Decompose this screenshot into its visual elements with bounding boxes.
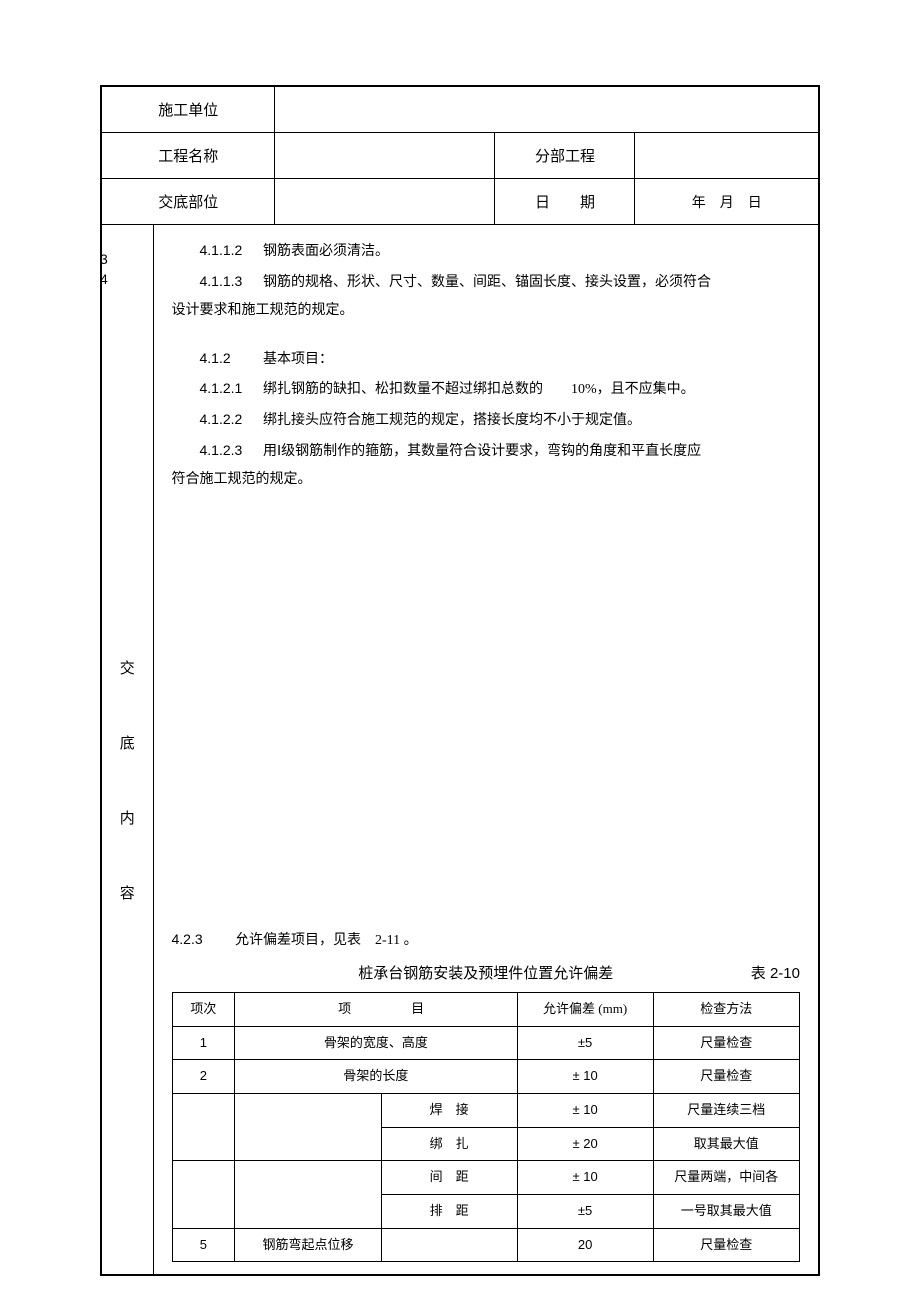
clause-text: 绑扎钢筋的缺扣、松扣数量不超过绑扣总数的 10%，且不应集中。 [263,382,695,397]
th-method: 检查方法 [653,992,799,1026]
cell: 绑 扎 [381,1127,517,1161]
table-row: 间 距 ± 10 尺量两端，中间各 [172,1161,800,1195]
construction-unit-label: 施工单位 [101,86,275,133]
clause-text: 钢筋表面必须清洁。 [263,244,389,259]
construction-unit-value [275,86,819,133]
clause: 设计要求和施工规范的规定。 [172,298,801,325]
cell: 钢筋弯起点位移 [235,1228,381,1262]
clause: 4.1.1.3 钢筋的规格、形状、尺寸、数量、间距、锚固长度、接头设置，必须符合 [172,268,801,297]
cell: ± 10 [517,1093,653,1127]
date-label-right: 期 [580,195,595,211]
cell: 焊 接 [381,1093,517,1127]
cell: 一号取其最大值 [653,1194,799,1228]
cell: 尺量检查 [653,1060,799,1094]
cell: 取其最大值 [653,1127,799,1161]
clause: 4.1.2 基本项目： [172,345,801,374]
clause-text: 钢筋的规格、形状、尺寸、数量、间距、锚固长度、接头设置，必须符合 [263,275,711,290]
cell: 20 [517,1228,653,1262]
clause-text: 绑扎接头应符合施工规范的规定，搭接长度均不小于规定值。 [263,413,641,428]
side-label-2: 底 [110,707,145,782]
cell: ± 10 [517,1060,653,1094]
th-item-a: 项 [235,992,381,1026]
th-item-b: 目 [381,992,517,1026]
table-row: 项次 项 目 允许偏差 (mm) 检查方法 [172,992,800,1026]
main-form-table: 施工单位 工程名称 分部工程 交底部位 日 期 年 月 日 交 底 内 容 4.… [100,85,820,1276]
clause-num: 4.1.2 [200,345,260,372]
date-value: 年 月 日 [635,179,819,225]
table-row: 2 骨架的长度 ± 10 尺量检查 [172,1060,800,1094]
cell: 尺量连续三档 [653,1093,799,1127]
side-label-1: 交 [110,632,145,707]
clause-num: 4.1.2.1 [200,375,260,402]
cell: 尺量检查 [653,1026,799,1060]
clause-text: 符合施工规范的规定。 [172,472,312,487]
cell: 排 距 [381,1194,517,1228]
side-label: 交 底 内 容 [101,225,153,1276]
cell: 尺量检查 [653,1228,799,1262]
cell: 间 距 [381,1161,517,1195]
table-row: 1 骨架的宽度、高度 ±5 尺量检查 [172,1026,800,1060]
disclosure-part-value [275,179,495,225]
inner-table-title-row: 桩承台钢筋安装及预埋件位置允许偏差 表 2-10 [172,960,801,989]
th-item-no: 项次 [172,992,235,1026]
page-num-4: 4 [100,270,108,290]
page-number-block: 3 4 [100,250,108,289]
disclosure-part-label: 交底部位 [101,179,275,225]
clause: 4.1.2.1 绑扎钢筋的缺扣、松扣数量不超过绑扣总数的 10%，且不应集中。 [172,375,801,404]
sub-project-label: 分部工程 [495,133,635,179]
clause: 4.2.3 允许偏差项目，见表 2-11 。 [172,926,801,955]
cell [381,1228,517,1262]
sub-project-value [635,133,819,179]
cell: 尺量两端，中间各 [653,1161,799,1195]
inner-table-title: 桩承台钢筋安装及预埋件位置允许偏差 [358,966,613,982]
side-label-4: 容 [110,857,145,932]
date-label-left: 日 [535,195,550,211]
project-name-value [275,133,495,179]
clause-num: 4.1.2.2 [200,406,260,433]
cell: 骨架的长度 [235,1060,517,1094]
clause-num: 4.1.1.2 [200,237,260,264]
tolerance-table: 项次 项 目 允许偏差 (mm) 检查方法 1 骨架的宽度、高度 ±5 尺量检查… [172,992,801,1263]
clause: 符合施工规范的规定。 [172,467,801,494]
clause: 4.1.2.3 用Ⅰ级钢筋制作的箍筋，其数量符合设计要求，弯钩的角度和平直长度应 [172,437,801,466]
cell: 骨架的宽度、高度 [235,1026,517,1060]
project-name-label: 工程名称 [101,133,275,179]
clause-text: 基本项目： [263,352,333,367]
table-row: 焊 接 ± 10 尺量连续三档 [172,1093,800,1127]
clause-text: 允许偏差项目，见表 2-11 。 [235,933,418,948]
clause-num: 4.1.2.3 [200,437,260,464]
clause-text: 用Ⅰ级钢筋制作的箍筋，其数量符合设计要求，弯钩的角度和平直长度应 [263,444,701,459]
side-label-3: 内 [110,782,145,857]
content-cell: 4.1.1.2 钢筋表面必须清洁。 4.1.1.3 钢筋的规格、形状、尺寸、数量… [153,225,819,1276]
inner-table-number: 表 2-10 [751,960,800,989]
clause-text: 设计要求和施工规范的规定。 [172,303,354,318]
cell: 5 [172,1228,235,1262]
cell [172,1093,235,1160]
cell: ± 10 [517,1161,653,1195]
cell: 1 [172,1026,235,1060]
clause-num: 4.1.1.3 [200,268,260,295]
table-row: 5 钢筋弯起点位移 20 尺量检查 [172,1228,800,1262]
cell [172,1161,235,1228]
date-label: 日 期 [495,179,635,225]
cell: ± 20 [517,1127,653,1161]
clause: 4.1.2.2 绑扎接头应符合施工规范的规定，搭接长度均不小于规定值。 [172,406,801,435]
cell: ±5 [517,1194,653,1228]
clause: 4.1.1.2 钢筋表面必须清洁。 [172,237,801,266]
cell: ±5 [517,1026,653,1060]
cell [235,1161,381,1228]
cell: 2 [172,1060,235,1094]
clause-num: 4.2.3 [172,926,232,953]
cell [235,1093,381,1160]
th-tolerance: 允许偏差 (mm) [517,992,653,1026]
page-num-3: 3 [100,250,108,270]
